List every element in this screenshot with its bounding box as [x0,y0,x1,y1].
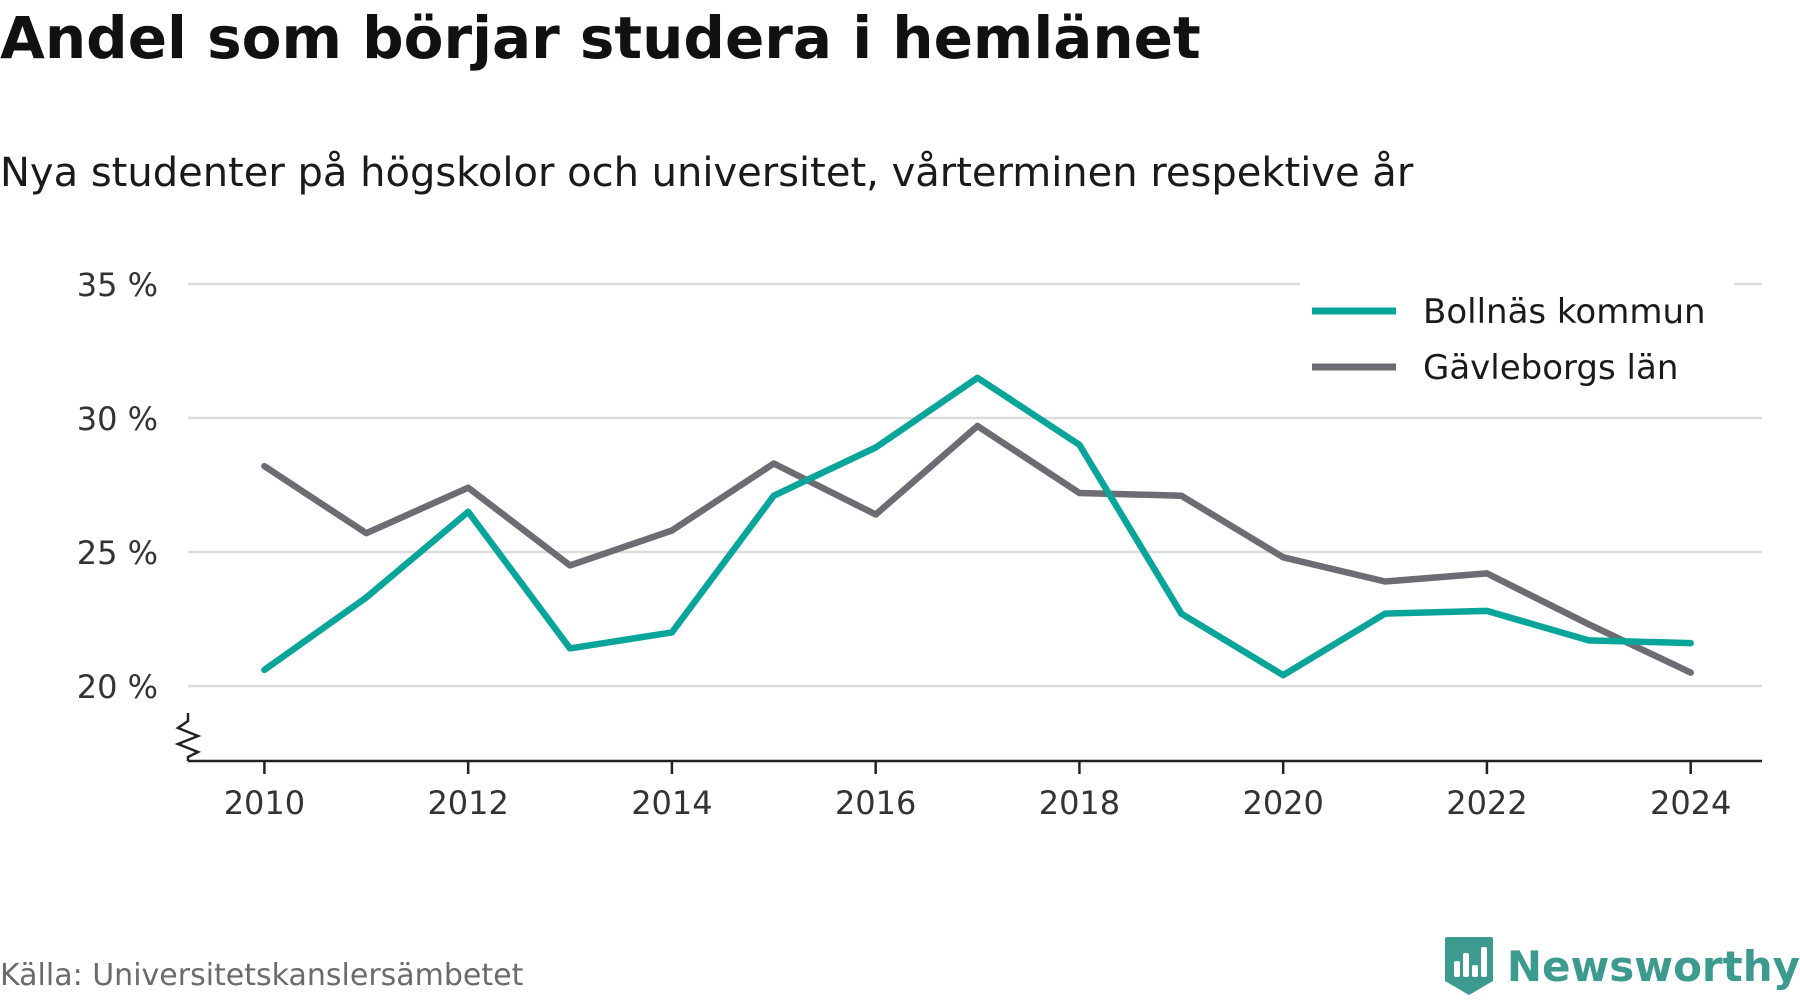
y-tick-label: 20 % [77,668,158,706]
chart-title: Andel som börjar studera i hemlänet [0,4,1201,72]
legend: Bollnäs kommun Gävleborgs län [1300,282,1734,394]
x-tick-label: 2010 [224,784,305,822]
y-tick-label: 30 % [77,400,158,438]
x-tick-label: 2020 [1242,784,1323,822]
x-tick-label: 2018 [1039,784,1120,822]
x-tick-label: 2016 [835,784,916,822]
series-lines [261,374,1694,679]
x-tick-label: 2014 [631,784,712,822]
legend-box [1300,282,1734,394]
x-tick-label: 2024 [1650,784,1731,822]
series-line-gavleborgs-lan [261,422,1694,676]
x-tick-label: 2022 [1446,784,1527,822]
x-tick-label: 2012 [427,784,508,822]
axes: 20 % 25 % 30 % 35 % 2010 2012 2014 2016 2018 2020… [77,266,1762,822]
y-tick-label: 25 % [77,534,158,572]
source-note: Källa: Universitetskanslersämbetet [0,958,524,993]
series-line-bollnas-kommun [261,374,1694,679]
chart-subtitle: Nya studenter på högskolor och universit… [0,150,1414,196]
line-chart: 20 % 25 % 30 % 35 % 2010 2012 2014 2016 2018 2020… [77,266,1762,822]
y-axis-break-mark [174,713,202,761]
legend-label: Gävleborgs län [1423,348,1678,388]
brand-name: Newsworthy [1506,941,1800,991]
brand-logo: Newsworthy [1443,935,1800,997]
newsworthy-logo-icon [1444,937,1493,995]
legend-label: Bollnäs kommun [1423,292,1706,332]
y-tick-label: 35 % [77,266,158,304]
